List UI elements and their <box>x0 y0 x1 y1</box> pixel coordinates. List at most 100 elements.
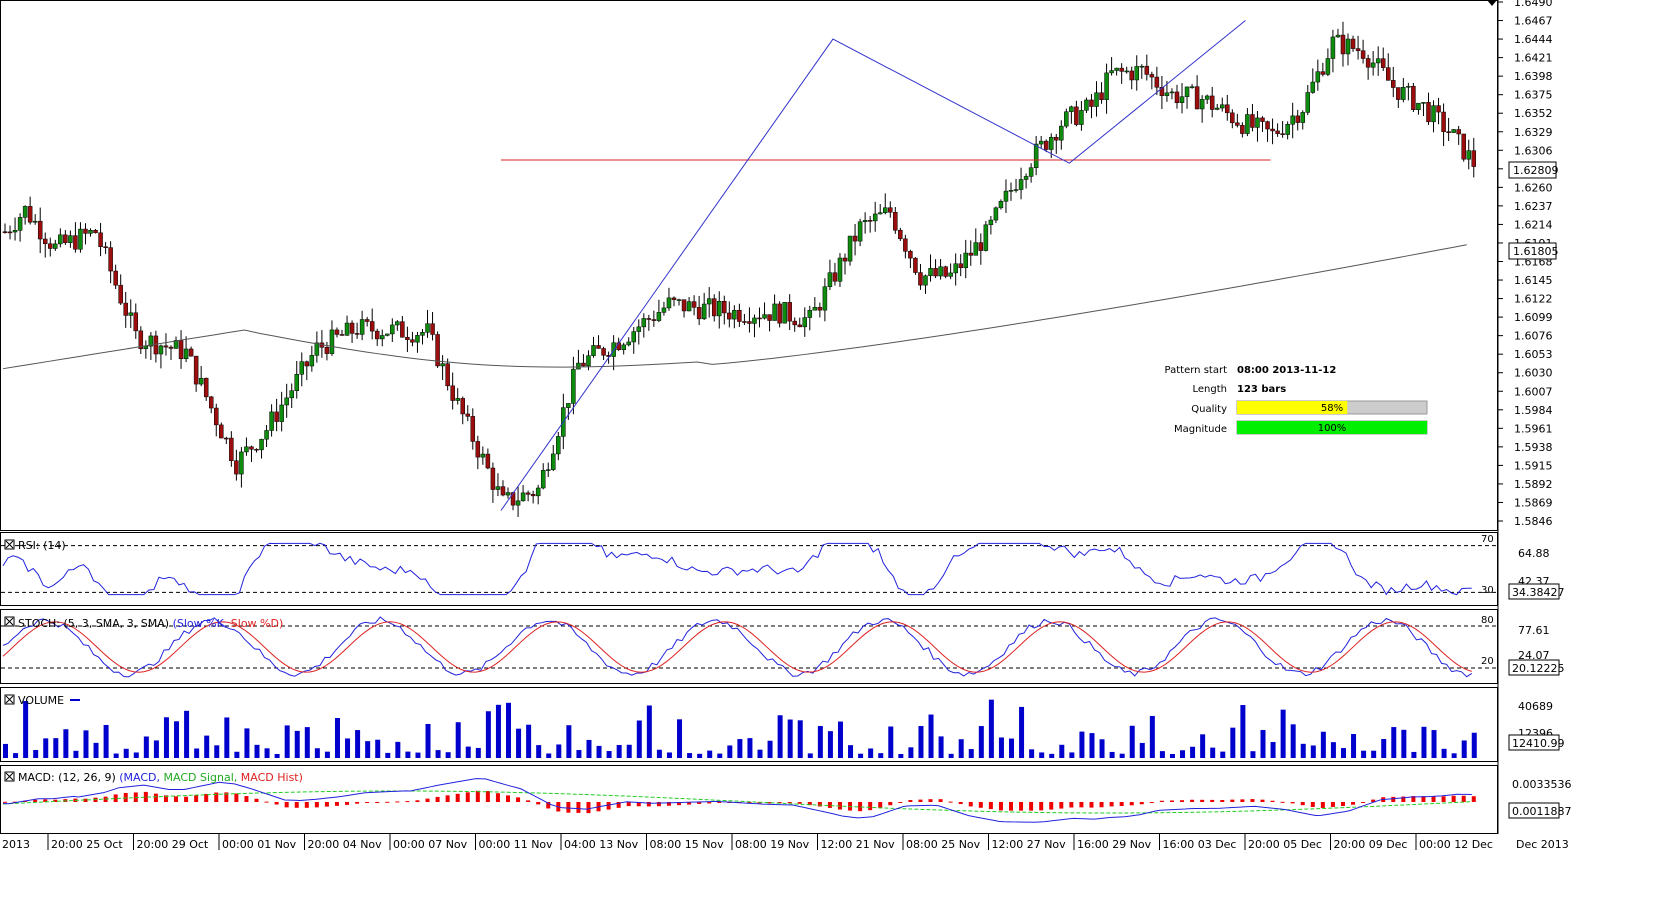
candle-body <box>953 263 958 274</box>
candle-body <box>22 206 28 218</box>
volume-bar <box>254 744 260 758</box>
macd-hist-bar <box>918 799 923 802</box>
volume-bar <box>888 726 894 758</box>
volume-bar <box>506 702 511 758</box>
macd-hist-bar <box>1451 795 1456 802</box>
candle-body <box>53 243 58 249</box>
volume-bar <box>526 724 532 758</box>
rsi-current-label: 34.38427 <box>1512 586 1565 599</box>
macd-hist-bar <box>314 802 319 808</box>
volume-bar <box>445 752 451 758</box>
macd-hist-bar <box>1260 799 1265 802</box>
candle-body <box>475 441 481 458</box>
candle-body <box>1355 48 1361 51</box>
volume-bar <box>1320 731 1326 758</box>
macd-close-icon <box>5 772 14 781</box>
candle-body <box>842 257 848 262</box>
volume-bar <box>817 726 823 758</box>
macd-hist-bar <box>1290 802 1295 804</box>
volume-bar <box>1371 750 1377 758</box>
volume-bar <box>636 720 642 758</box>
volume-bar <box>53 738 59 758</box>
x-axis-tick-label: 20:00 04 Nov <box>308 838 383 851</box>
macd-hist-bar <box>485 791 490 802</box>
macd-hist-bar <box>958 802 963 805</box>
x-axis-tick-label: 20:00 05 Dec <box>1248 838 1322 851</box>
volume-bar <box>1159 751 1165 758</box>
candle-body <box>832 272 838 282</box>
volume-bar <box>948 753 954 758</box>
volume-bar <box>566 725 572 758</box>
candle-body <box>872 213 878 222</box>
candle-body <box>1391 80 1396 88</box>
volume-bar <box>848 745 854 758</box>
candle-body <box>214 407 219 426</box>
volume-bar <box>174 721 180 758</box>
macd-hist-bar <box>666 802 671 806</box>
candle-body <box>1023 176 1029 180</box>
macd-hist-bar <box>586 802 591 814</box>
volume-bar <box>868 748 874 758</box>
macd-hist-bar <box>1109 802 1114 807</box>
macd-hist-bar <box>1310 802 1315 808</box>
macd-hist-bar <box>33 799 38 802</box>
macd-hist-bar <box>355 802 360 804</box>
volume-bar <box>1471 732 1477 758</box>
candle-body <box>390 324 395 335</box>
candle-body <box>1094 92 1099 107</box>
macd-hist-bar <box>1059 802 1064 809</box>
candle-body <box>369 321 375 332</box>
candle-body <box>118 284 123 304</box>
candle-body <box>566 403 571 408</box>
macd-hist-bar <box>1230 799 1235 802</box>
volume-bar <box>626 744 632 758</box>
pattern-info-box: Pattern start 08:00 2013-11-12 Length 12… <box>1165 365 1428 435</box>
volume-current-box <box>1508 734 1560 751</box>
candle-body <box>48 243 53 249</box>
volume-bar <box>495 704 501 758</box>
candle-body <box>153 335 159 355</box>
candle-body <box>963 252 968 269</box>
candle-body <box>1285 124 1290 135</box>
x-axis-tick-label: 12:00 27 Nov <box>992 838 1067 851</box>
price-y-tick-label: 1.6375 <box>1514 89 1553 102</box>
macd-hist-bar <box>1421 796 1426 802</box>
candle-body <box>168 346 174 349</box>
volume-bar <box>1119 753 1125 758</box>
volume-bar <box>918 726 924 758</box>
volume-bar <box>13 753 19 758</box>
candle-body <box>103 246 108 249</box>
candle-body <box>1345 38 1351 55</box>
volume-bar <box>687 753 693 758</box>
macd-hist-bar <box>576 802 581 813</box>
macd-hist-bar <box>274 802 279 805</box>
candle-body <box>1265 121 1270 130</box>
rsi-close-icon <box>5 540 14 549</box>
candle-body <box>1436 105 1441 113</box>
macd-hist-bar <box>1119 802 1124 807</box>
candle-body <box>1315 71 1321 83</box>
candle-body <box>646 318 652 320</box>
candle-body <box>727 312 732 320</box>
volume-bar <box>395 741 401 758</box>
candle-body <box>113 270 118 286</box>
macd-hist-bar <box>1169 800 1174 802</box>
candle-body <box>1416 102 1421 110</box>
macd-hist-bar <box>1009 802 1013 811</box>
macd-hist-bar <box>435 796 440 802</box>
macd-tick-upper: 0.0033536 <box>1512 778 1572 791</box>
candle-body <box>928 268 933 277</box>
candle-body <box>1380 58 1386 68</box>
volume-bar <box>1290 724 1296 758</box>
x-axis-tick-label: 20:00 29 Oct <box>137 838 209 851</box>
macd-title: MACD: (12, 26, 9) <box>18 771 116 784</box>
macd-hist-bar <box>1441 796 1446 802</box>
price-y-tick-label: 1.5961 <box>1514 422 1553 435</box>
scroll-marker-icon[interactable] <box>1487 0 1497 6</box>
candle-body <box>465 413 471 417</box>
candle-body <box>178 340 184 360</box>
candle-body <box>304 361 310 367</box>
price-y-tick-label: 1.6099 <box>1514 311 1553 324</box>
